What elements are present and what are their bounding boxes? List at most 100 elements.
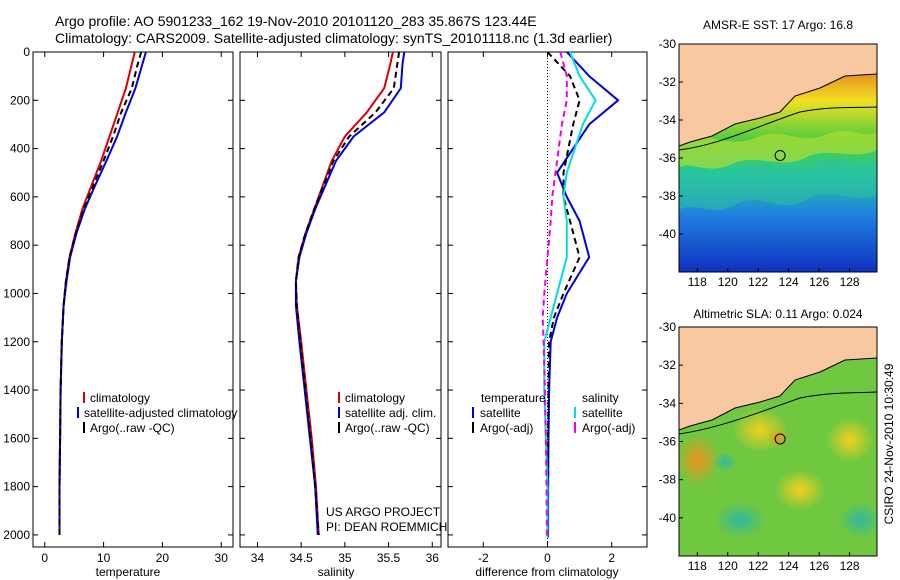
temperature-xlabel: temperature [96, 565, 161, 579]
y-tick-label: 800 [10, 238, 30, 252]
legend-label: Argo(..raw -QC) [345, 421, 430, 435]
x-tick-label: 35.5 [377, 551, 401, 565]
sla-blob [838, 502, 877, 538]
x-tick-label: 122 [748, 275, 768, 289]
legend-label: satellite [480, 406, 521, 420]
y-tick-label: 1200 [3, 335, 30, 349]
sla-isobath [679, 391, 877, 435]
x-tick-label: 118 [688, 275, 707, 289]
series-line [294, 51, 401, 535]
y-tick-label: 200 [10, 93, 30, 107]
x-tick-label: 35 [338, 551, 352, 565]
legend-group-title: temperature [481, 391, 546, 405]
sla-map-image [679, 327, 877, 556]
credit-label: CSIRO 24-Nov-2010 10:30:49 [882, 363, 896, 524]
sst-coastline [679, 73, 877, 147]
x-tick-label: 124 [779, 559, 799, 573]
legend-label: Argo(-adj) [582, 421, 635, 435]
y-tick-label: -34 [659, 396, 677, 410]
sla-land [679, 327, 877, 430]
sla-blob [713, 452, 737, 472]
legend-label: satellite-adjusted climatology [84, 406, 237, 420]
y-tick-label: 0 [23, 45, 30, 59]
y-tick-label: 1000 [3, 286, 30, 300]
sla-coastline [679, 357, 877, 431]
y-tick-label: -32 [659, 358, 677, 372]
y-tick-label: -38 [659, 189, 677, 203]
difference-xlabel: difference from climatology [475, 565, 618, 579]
y-tick-label: -36 [659, 435, 677, 449]
y-tick-label: 600 [10, 190, 30, 204]
x-tick-label: 30 [215, 551, 229, 565]
legend-group-title: salinity [582, 391, 619, 405]
salinity-legend: climatology satellite adj. clim. Argo(..… [338, 391, 436, 435]
y-tick-label: -40 [659, 511, 677, 525]
y-tick-label: -30 [659, 320, 677, 334]
x-tick-label: 2 [608, 551, 615, 565]
series-line [546, 51, 581, 538]
sst-cool-band [679, 159, 877, 210]
sst-map-image [679, 44, 877, 272]
x-tick-label: 36 [426, 551, 440, 565]
x-tick-label: -2 [478, 551, 489, 565]
legend-label: satellite adj. clim. [345, 406, 436, 420]
chart-title-line1: Argo profile: AO 5901233_162 19-Nov-2010… [55, 13, 537, 29]
y-tick-label: -34 [659, 113, 677, 127]
sst-land [679, 44, 877, 146]
sst-map-axes: 118 120 122 124 126 128 -30 -32 -34 -36 -38 -40 [659, 37, 860, 289]
sla-argo-marker [774, 433, 786, 445]
sst-isobath [679, 106, 877, 151]
sst-warm-band [679, 131, 877, 169]
legend-label: satellite [582, 406, 623, 420]
y-tick-label: 400 [10, 142, 30, 156]
y-tick-label: 1400 [3, 383, 30, 397]
y-tick-label: -40 [659, 227, 677, 241]
x-tick-label: 128 [840, 559, 860, 573]
temperature-legend: climatology satellite-adjusted climatolo… [77, 391, 237, 435]
sla-map-title: Altimetric SLA: 0.11 Argo: 0.024 [693, 307, 863, 321]
x-tick-label: 124 [779, 275, 799, 289]
x-tick-label: 34 [251, 551, 265, 565]
y-tick-label: 1800 [3, 480, 30, 494]
difference-legend: temperature salinity satellite Argo(-adj… [472, 391, 635, 435]
x-tick-label: 122 [748, 559, 768, 573]
x-tick-label: 120 [718, 559, 738, 573]
salinity-plot: 34 34.5 35 35.5 36 [240, 51, 441, 565]
chart-title-line2: Climatology: CARS2009. Satellite-adjuste… [55, 30, 613, 46]
x-tick-label: 126 [809, 559, 829, 573]
project-name: US ARGO PROJECT [326, 505, 441, 519]
y-tick-label: -36 [659, 151, 677, 165]
sst-argo-marker [774, 149, 786, 161]
project-pi: PI: DEAN ROEMMICH [326, 520, 447, 534]
temperature-axes [32, 51, 234, 548]
y-tick-label: 2000 [3, 528, 30, 542]
temperature-plot: 0 10 20 30 0 200 400 600 800 1000 1200 1400 1600 1800… [3, 45, 233, 565]
y-tick-label: -32 [659, 75, 677, 89]
x-tick-label: 10 [97, 551, 111, 565]
x-tick-label: 0 [544, 551, 551, 565]
series-line [58, 51, 143, 535]
x-tick-label: 120 [718, 275, 738, 289]
x-tick-label: 126 [809, 275, 829, 289]
sla-blob [679, 434, 720, 486]
salinity-xlabel: salinity [318, 565, 355, 579]
y-tick-label: 1600 [3, 431, 30, 445]
sla-map-axes: 118 120 122 124 126 128 -30 -32 -34 -36 -38 -40 [659, 320, 860, 573]
y-tick-label: -38 [659, 473, 677, 487]
sla-blob [714, 502, 766, 538]
y-tick-label: -30 [659, 37, 677, 51]
sla-blob [774, 470, 826, 510]
series-line [541, 51, 568, 538]
x-tick-label: 0 [41, 551, 48, 565]
sla-blob [826, 418, 874, 462]
difference-plot: -2 0 2 [448, 51, 647, 565]
x-tick-label: 128 [840, 275, 860, 289]
legend-label: Argo(-adj) [480, 421, 533, 435]
legend-label: climatology [345, 391, 405, 405]
x-tick-label: 20 [156, 551, 170, 565]
x-tick-label: 118 [688, 559, 707, 573]
salinity-axes [239, 51, 442, 548]
legend-label: Argo(..raw -QC) [90, 421, 175, 435]
sst-map-title: AMSR-E SST: 17 Argo: 16.8 [703, 18, 853, 32]
